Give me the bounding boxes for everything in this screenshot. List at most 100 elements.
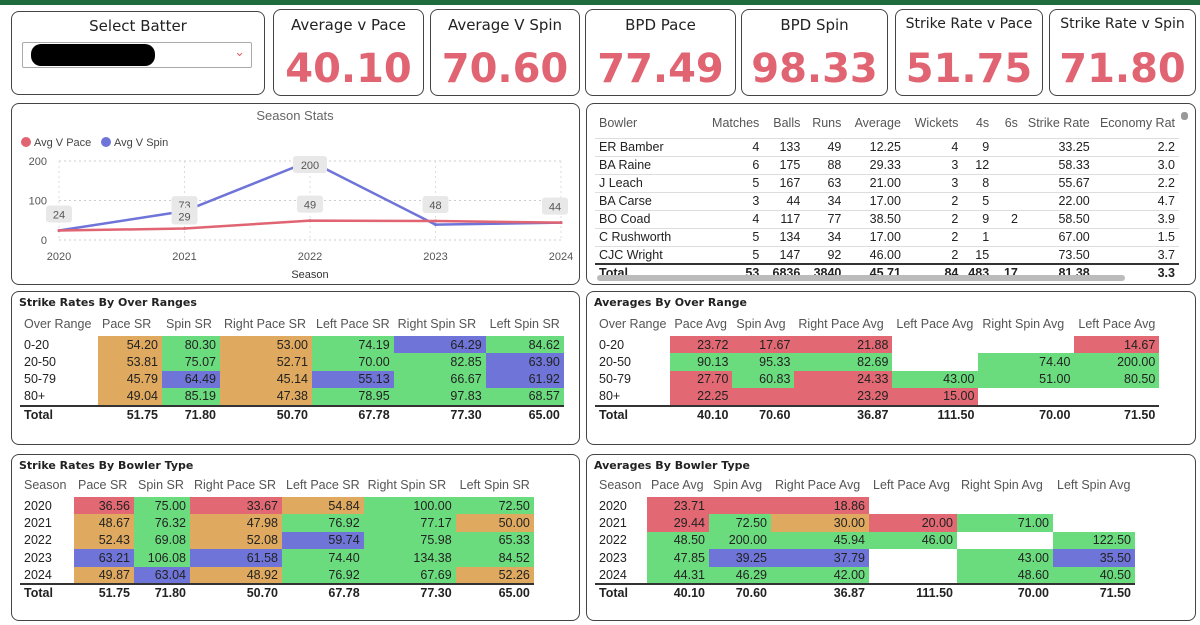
column-header[interactable]: Bowler <box>599 115 638 130</box>
column-header[interactable]: Matches <box>712 115 760 130</box>
kpi-card-avg-pace: Average v Pace 40.10 <box>273 9 424 96</box>
data-point[interactable] <box>308 219 312 223</box>
table-row[interactable]: BA Raine 6 175 88 29.33 3 12 58.33 3.0 <box>595 155 1179 174</box>
select-batter-slicer: Select Batter ⌄ <box>11 11 265 95</box>
table-cell: 44 <box>763 191 805 210</box>
table-row[interactable]: BO Coad 4 117 77 38.50 2 9 2 58.50 3.9 <box>595 209 1179 228</box>
table-cell: 76.92 <box>282 514 364 532</box>
column-header[interactable]: Pace Avg <box>651 478 704 492</box>
column-header[interactable]: Over Range <box>24 317 92 331</box>
table-cell: 65.33 <box>455 531 534 550</box>
column-header[interactable]: Over Range <box>599 317 667 331</box>
table-cell: 47.85 <box>647 549 709 567</box>
column-header[interactable]: Right Spin SR <box>367 478 447 492</box>
redacted-batter-name <box>31 44 155 66</box>
table-cell: 70.00 <box>312 353 394 371</box>
table-cell <box>869 549 957 566</box>
column-header[interactable]: Balls <box>773 115 801 130</box>
column-header[interactable]: Spin SR <box>166 317 212 331</box>
table-row: 20-50 53.81 75.07 52.71 70.00 82.85 63.90 <box>20 353 564 371</box>
chevron-down-icon[interactable]: ⌄ <box>234 45 245 60</box>
table-cell: 64.49 <box>162 370 220 389</box>
legend-label[interactable]: Avg V Pace <box>34 137 91 149</box>
table-row[interactable]: ER Bamber 4 133 49 12.25 4 9 33.25 2.2 <box>595 137 1179 156</box>
column-header[interactable]: Right Spin Avg <box>982 317 1065 331</box>
column-header[interactable]: Strike Rate <box>1027 115 1090 130</box>
kpi-title: BPD Pace <box>625 16 696 34</box>
column-header[interactable]: Right Pace Avg <box>798 317 884 331</box>
table-cell: 47.38 <box>220 388 312 406</box>
column-header[interactable]: Left Pace Avg <box>896 317 974 331</box>
table-cell: 4.7 <box>1093 191 1179 210</box>
column-header[interactable]: Right Spin Avg <box>961 478 1043 492</box>
column-header[interactable]: Right Pace SR <box>194 478 276 492</box>
column-header[interactable]: Spin SR <box>138 478 184 492</box>
column-header[interactable]: Left Spin SR <box>459 478 530 492</box>
table-cell: 3.0 <box>1093 155 1179 174</box>
table-cell: 34 <box>804 191 846 210</box>
column-header[interactable]: Right Pace Avg <box>775 478 861 492</box>
column-header[interactable]: Left Pace Avg <box>1078 317 1156 331</box>
table-cell: 49 <box>804 137 846 156</box>
table-row[interactable]: BA Carse 3 44 34 17.00 2 5 22.00 4.7 <box>595 191 1179 210</box>
data-label-bg <box>46 205 72 223</box>
column-header[interactable]: 4s <box>975 115 990 130</box>
column-header[interactable]: Pace SR <box>102 317 152 331</box>
table-cell: 84.52 <box>455 549 534 567</box>
legend-marker[interactable] <box>21 137 31 147</box>
column-header[interactable]: Right Pace SR <box>224 317 306 331</box>
batter-dropdown[interactable]: ⌄ <box>22 42 252 68</box>
header-row: Over Range Pace Avg Spin Avg Right Pace Avg… <box>595 312 1159 336</box>
legend-marker[interactable] <box>101 137 111 147</box>
column-header[interactable]: Left Pace SR <box>286 478 360 492</box>
data-point[interactable] <box>559 221 563 225</box>
column-header[interactable]: Spin Avg <box>736 317 786 331</box>
table-cell: 40.50 <box>1053 566 1135 584</box>
table-cell: 5 <box>703 173 764 192</box>
table-cell <box>869 497 957 514</box>
data-point[interactable] <box>57 229 61 233</box>
kpi-title: Average V Spin <box>447 16 563 34</box>
table-row: 20-50 90.13 95.33 82.69 74.40 200.00 <box>595 353 1160 371</box>
table-cell: 38.50 <box>845 209 905 228</box>
column-header[interactable]: Season <box>599 478 642 492</box>
column-header[interactable]: Pace SR <box>78 478 128 492</box>
avg-over-range-card: Averages By Over Range Over Range Pace Av… <box>586 291 1196 445</box>
table-row[interactable]: C Rushworth 5 134 34 17.00 2 1 67.00 1.5 <box>595 227 1179 246</box>
column-header[interactable]: Wickets <box>914 115 959 130</box>
data-point[interactable] <box>434 219 437 223</box>
table-cell: 36.56 <box>74 497 134 515</box>
column-header[interactable]: Left Pace SR <box>316 317 390 331</box>
column-header[interactable]: Economy Rat <box>1099 115 1175 130</box>
column-header[interactable]: Average <box>854 115 901 130</box>
season-stats-chart: Season Stats Avg V Pace Avg V Spin 0 100 200 2… <box>21 108 573 281</box>
row-label: 0-20 <box>599 337 625 352</box>
table-cell: 85.19 <box>162 388 220 406</box>
column-header[interactable]: Left Spin SR <box>489 317 560 331</box>
kpi-value: 71.80 <box>1059 46 1186 92</box>
column-header[interactable]: Spin Avg <box>713 478 763 492</box>
data-label-bg <box>422 196 449 214</box>
column-header[interactable]: Right Spin SR <box>397 317 477 331</box>
total-cell: 50.70 <box>220 404 312 423</box>
legend-label[interactable]: Avg V Spin <box>114 137 168 149</box>
column-header[interactable]: Pace Avg <box>674 317 727 331</box>
data-point[interactable] <box>434 223 437 227</box>
total-cell: 71.80 <box>134 582 190 602</box>
column-header[interactable]: Runs <box>812 115 842 130</box>
table-cell <box>892 336 978 353</box>
column-header[interactable]: Left Spin Avg <box>1057 478 1131 492</box>
scrollbar-v[interactable] <box>1181 112 1188 120</box>
column-header[interactable]: 6s <box>1004 115 1018 130</box>
row-label: 2023 <box>599 550 627 565</box>
column-header[interactable]: Season <box>24 478 67 492</box>
total-row: Total 51.75 71.80 50.70 67.78 77.30 65.00 <box>20 404 564 423</box>
total-cell: 70.00 <box>957 582 1053 602</box>
scrollbar-h[interactable] <box>597 275 1125 281</box>
column-header[interactable]: Left Pace Avg <box>873 478 950 492</box>
top-accent-bar <box>0 0 1200 5</box>
table-row[interactable]: J Leach 5 167 63 21.00 3 8 55.67 2.2 <box>595 173 1179 192</box>
table-row[interactable]: CJC Wright 5 147 92 46.00 2 15 73.50 3.7 <box>595 245 1179 264</box>
data-point[interactable] <box>183 227 186 231</box>
bowler-name: C Rushworth <box>595 227 704 246</box>
